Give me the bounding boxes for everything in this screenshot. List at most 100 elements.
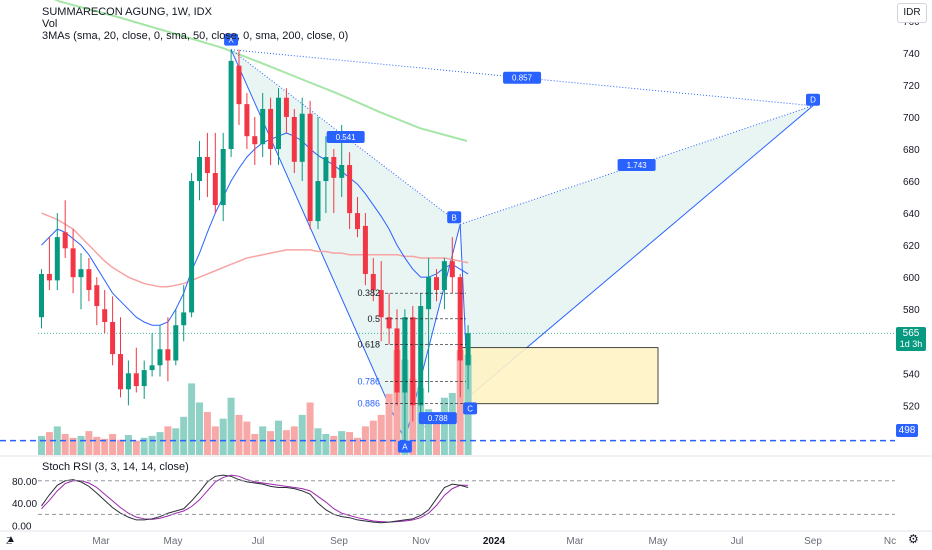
point-d-label: D: [810, 96, 816, 105]
volume-bar: [425, 409, 433, 455]
time-tick-label: Nov: [412, 536, 430, 547]
candle-body[interactable]: [133, 373, 139, 387]
candle-body[interactable]: [339, 165, 345, 178]
candle-body[interactable]: [212, 173, 218, 206]
candle-body[interactable]: [149, 365, 155, 371]
stoch-tick-label: 0.00: [12, 522, 32, 533]
candle-body[interactable]: [54, 237, 60, 281]
candle-body[interactable]: [244, 104, 250, 137]
candle-body[interactable]: [418, 306, 424, 406]
price-tick-label: 640: [903, 209, 920, 220]
candle-body[interactable]: [465, 333, 471, 366]
time-tick-label: Mar: [92, 536, 110, 547]
candle-body[interactable]: [260, 108, 266, 145]
time-tick-label: May: [164, 536, 183, 547]
price-tick-label: 720: [903, 81, 920, 92]
volume-bar: [314, 428, 322, 455]
candle-body[interactable]: [441, 261, 447, 290]
stoch-rsi-legend[interactable]: Stoch RSI (3, 3, 14, 14, close): [42, 461, 189, 473]
candle-body[interactable]: [189, 181, 195, 313]
candle-body[interactable]: [62, 232, 68, 249]
candle-body[interactable]: [157, 349, 163, 366]
time-tick-label: Nc: [884, 536, 896, 547]
candle-body[interactable]: [94, 285, 100, 307]
candle-body[interactable]: [449, 261, 455, 278]
candle-body[interactable]: [173, 325, 179, 361]
candle-body[interactable]: [118, 354, 123, 390]
candle-body[interactable]: [355, 213, 360, 230]
volume-bar: [53, 426, 61, 455]
tradingview-logo-icon[interactable]: ▲: [6, 534, 16, 545]
candle-body[interactable]: [362, 225, 368, 274]
candle-body[interactable]: [102, 309, 108, 323]
candle-body[interactable]: [283, 97, 289, 117]
ma-legend[interactable]: 3MAs (sma, 20, close, 0, sma, 50, close,…: [42, 30, 349, 42]
candle-body[interactable]: [236, 65, 242, 105]
volume-bar: [61, 434, 69, 455]
candle-body[interactable]: [394, 328, 400, 393]
candle-body[interactable]: [434, 277, 439, 290]
candle-body[interactable]: [426, 277, 432, 310]
candle-body[interactable]: [370, 273, 376, 290]
time-tick-label: 2024: [483, 536, 506, 547]
candle-body[interactable]: [315, 181, 321, 222]
candle-body[interactable]: [402, 317, 408, 393]
gear-icon[interactable]: ⚙: [908, 532, 919, 546]
candle-body[interactable]: [125, 373, 131, 390]
price-tick-label: 600: [903, 273, 920, 284]
candle-body[interactable]: [78, 269, 84, 278]
volume-bar: [140, 437, 148, 455]
point-b-label-bg: [447, 211, 462, 224]
candle-body[interactable]: [181, 312, 187, 326]
volume-bar: [306, 402, 314, 455]
candle-body[interactable]: [70, 248, 76, 278]
price-tick-label: 740: [903, 49, 920, 60]
candle-body[interactable]: [165, 349, 171, 361]
volume-bar: [456, 350, 464, 455]
candle-body[interactable]: [378, 289, 384, 318]
volume-bar: [148, 435, 156, 455]
candle-body[interactable]: [410, 317, 416, 406]
fib-level-label: 0.786: [357, 376, 380, 386]
candle-body[interactable]: [220, 148, 226, 206]
candle-body[interactable]: [386, 317, 392, 329]
candle-body[interactable]: [141, 370, 147, 387]
candle-body[interactable]: [46, 273, 52, 281]
time-tick-label: Sep: [330, 536, 348, 547]
price-tick-label: 580: [903, 305, 920, 316]
candle-body[interactable]: [39, 273, 44, 318]
candle-body[interactable]: [291, 116, 297, 162]
volume-bar: [77, 435, 85, 455]
ratio-bd-label: 1.743: [627, 161, 648, 170]
candle-body[interactable]: [228, 60, 234, 149]
price-tick-label: 620: [903, 241, 920, 252]
candle-body[interactable]: [307, 113, 313, 222]
candle-body[interactable]: [197, 157, 202, 182]
candle-body[interactable]: [204, 157, 210, 174]
volume-bar: [346, 432, 354, 455]
candle-body[interactable]: [252, 136, 258, 145]
volume-bar: [219, 418, 227, 455]
point-b-label: B: [452, 213, 457, 222]
candle-body[interactable]: [299, 113, 305, 162]
stoch-k-line: [41, 474, 469, 524]
candle-body[interactable]: [268, 108, 274, 149]
candle-body[interactable]: [276, 97, 281, 149]
volume-bar: [227, 397, 235, 455]
time-tick-label: Z: [6, 536, 12, 547]
point-c-label: C: [467, 404, 473, 413]
candle-body[interactable]: [323, 157, 329, 182]
volume-legend[interactable]: Vol: [42, 18, 58, 30]
candle-body[interactable]: [331, 157, 337, 178]
volume-bar: [330, 435, 338, 455]
point-d-label-bg: [806, 93, 820, 106]
symbol-title[interactable]: SUMMARECON AGUNG, 1W, IDX: [42, 6, 212, 18]
ma200-line: [53, 0, 468, 142]
currency-button[interactable]: IDR: [897, 3, 927, 23]
target-zone[interactable]: [459, 347, 659, 405]
candle-body[interactable]: [110, 322, 116, 355]
candle-body[interactable]: [86, 269, 92, 290]
candle-body[interactable]: [347, 165, 353, 214]
